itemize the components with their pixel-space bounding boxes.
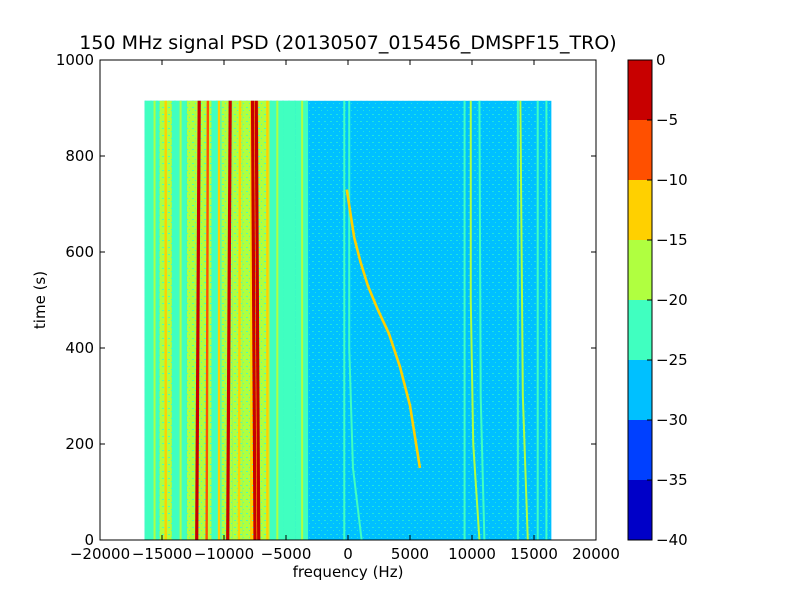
colorbar-segment	[628, 480, 652, 540]
colorbar-segment	[628, 60, 652, 120]
spectral-line	[195, 100, 201, 540]
colorbar-tick-label: −10	[656, 171, 688, 189]
colorbar-tick-label: −15	[656, 231, 688, 249]
colorbar-tick-label: −5	[656, 111, 678, 129]
x-axis: −20000 −15000 −10000 −5000 0 5000 10000 15000 20…	[70, 60, 620, 563]
spectral-line	[519, 100, 529, 540]
y-tick-label: 200	[65, 435, 94, 453]
x-tick-label: −20000	[70, 545, 130, 563]
chart-title: 150 MHz signal PSD (20130507_015456_DMSP…	[79, 32, 616, 54]
colorbar-segment	[628, 300, 652, 360]
x-tick-label: 10000	[448, 545, 496, 563]
spectral-line	[226, 100, 232, 540]
spectral-line	[469, 100, 481, 540]
y-axis: 0 200 400 600 800 1000	[56, 51, 596, 549]
colorbar-segment	[628, 120, 652, 180]
colorbar-tick-label: −35	[656, 471, 688, 489]
colorbar-segment	[628, 240, 652, 300]
heatmap-band-noise	[144, 100, 308, 540]
colorbar-segment	[628, 420, 652, 480]
x-tick-label: 5000	[391, 545, 429, 563]
spectral-line	[237, 100, 242, 540]
colorbar: −40 −35 −30 −25 −20 −15 −10 −5 0	[627, 51, 688, 549]
spectral-line	[478, 100, 486, 540]
heatmap-layer	[144, 100, 552, 540]
y-tick-label: 600	[65, 243, 94, 261]
colorbar-tick-label: −25	[656, 351, 688, 369]
y-tick-label: 1000	[56, 51, 94, 69]
colorbar-tick-label: −40	[656, 531, 688, 549]
colorbar-tick-label: −30	[656, 411, 688, 429]
doppler-sweep-line	[345, 189, 422, 469]
x-tick-label: 20000	[572, 545, 620, 563]
x-tick-label: −10000	[194, 545, 254, 563]
x-tick-label: 0	[343, 545, 353, 563]
y-axis-label: time (s)	[31, 271, 49, 329]
x-tick-label: 15000	[510, 545, 558, 563]
y-tick-label: 0	[84, 531, 94, 549]
y-tick-label: 400	[65, 339, 94, 357]
spectral-line	[348, 100, 363, 540]
colorbar-tick-label: 0	[656, 51, 666, 69]
spectral-line	[250, 100, 257, 540]
colorbar-segment	[628, 180, 652, 240]
spectral-line	[205, 100, 210, 540]
spectral-line	[254, 100, 261, 540]
y-tick-label: 800	[65, 147, 94, 165]
x-tick-label: −5000	[261, 545, 312, 563]
colorbar-segment	[628, 360, 652, 420]
x-axis-label: frequency (Hz)	[293, 563, 404, 581]
x-tick-label: −15000	[132, 545, 192, 563]
colorbar-tick-label: −20	[656, 291, 688, 309]
